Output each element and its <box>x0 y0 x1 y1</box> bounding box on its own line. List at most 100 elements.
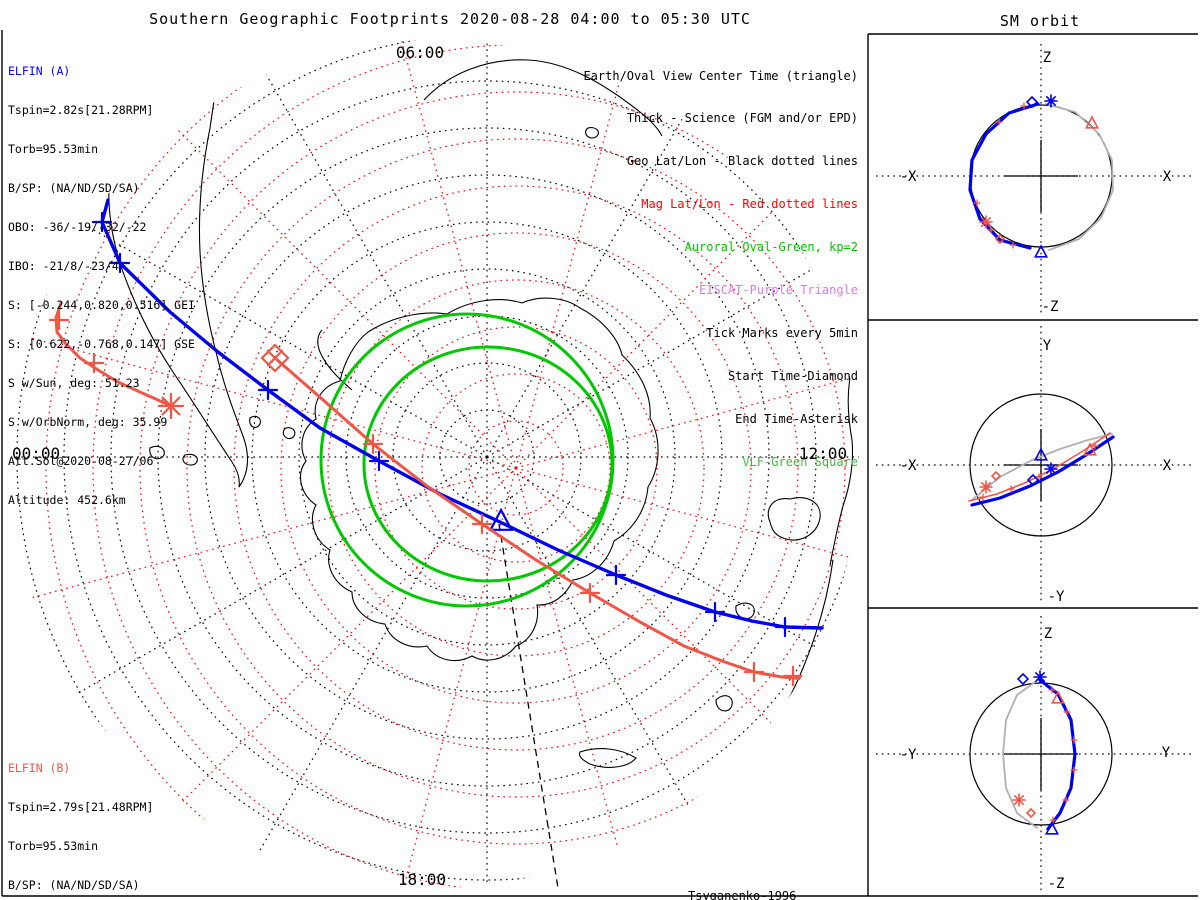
frame-lines <box>1 30 1198 897</box>
grid-circle <box>345 315 629 599</box>
footer-block: Tsyganenko-1996 Created: Tue Jan 24 12:4… <box>688 858 926 900</box>
elfin-b-label: ELFIN (B) <box>8 761 71 775</box>
center-cross <box>1004 718 1078 790</box>
time-tick <box>362 433 384 455</box>
earth-circle <box>969 393 1113 537</box>
axis-label-y: Y <box>1043 338 1052 354</box>
grid-circle <box>186 138 846 798</box>
orbit-back-arc <box>972 433 1113 500</box>
grid-meridian <box>515 330 859 469</box>
elfin-a-s-gei: S: [-0.244,0.820,0.516] GEI <box>8 298 195 312</box>
axis-label-neg-x: -X <box>900 458 917 474</box>
auroral-oval-inner <box>362 345 614 583</box>
auroral-oval <box>319 312 615 608</box>
grid-meridian <box>515 467 859 606</box>
time-tick <box>83 352 105 374</box>
grid-meridian <box>140 92 517 469</box>
orbit-back-arc <box>1045 103 1114 251</box>
elfin-a-label: ELFIN (A) <box>8 64 71 78</box>
mlt-label-1800: 18:00 <box>398 870 446 889</box>
time-tick <box>91 211 113 233</box>
orbit-tick <box>987 226 995 234</box>
diamond-marker <box>990 470 1002 482</box>
elfin-b-bsp: B/SP: (NA/ND/SD/SA) <box>8 878 140 892</box>
triangle-marker <box>1082 442 1098 456</box>
elfin-a-attsol: Att.Sol@2020-08-27/06 <box>8 454 154 468</box>
mlt-label-0000: 00:00 <box>12 444 60 463</box>
orbit-tick <box>995 118 1003 126</box>
grid-circle <box>468 420 564 516</box>
grid-meridian <box>140 467 517 844</box>
orbit-front-arc <box>1038 678 1077 831</box>
orbit-trajectory-xy <box>968 432 1115 507</box>
asterisk-marker <box>1044 462 1058 476</box>
orbit-back-arc <box>1002 681 1038 829</box>
time-tick <box>605 564 627 586</box>
axis-label-neg-x: -X <box>900 169 917 185</box>
grid-circle <box>92 44 859 888</box>
orbit-tick <box>973 199 981 207</box>
orbit-tick <box>1020 102 1028 110</box>
antarctic-peninsula <box>317 329 353 391</box>
time-tick <box>257 379 279 401</box>
elfin-b-tspin: Tspin=2.79s[21.48RPM] <box>8 800 154 814</box>
grid-meridian <box>378 467 517 888</box>
sm-panel-yz: Z -Z -Y Y <box>876 616 1194 892</box>
triangle-marker <box>488 507 514 531</box>
axis-label-neg-y: -Y <box>900 747 917 763</box>
time-tick <box>782 665 804 687</box>
axis-label-neg-z: -Z <box>1048 876 1065 892</box>
orbit-tick <box>1070 766 1078 774</box>
elfin-a-info-block: ELFIN (A) Tspin=2.82s[21.28RPM] Torb=95.… <box>8 39 195 533</box>
madagascar <box>767 497 821 541</box>
time-tick <box>471 513 493 535</box>
model-label: Tsyganenko-1996 <box>688 889 797 900</box>
grid-meridian <box>27 191 488 458</box>
grid-meridian <box>515 467 859 844</box>
orbit-tick <box>1048 686 1056 694</box>
triangle-marker <box>1084 115 1100 129</box>
elfin-a-bsp: B/SP: (NA/ND/SD/SA) <box>8 181 140 195</box>
elfin-b-torb: Torb=95.53min <box>8 839 99 853</box>
grid-circle <box>421 373 611 563</box>
antarctica-coastline <box>300 297 659 662</box>
diamond-marker <box>1016 672 1030 686</box>
sm-panel-xz: Z -Z -X X <box>876 44 1194 315</box>
elfin-b-info-block: ELFIN (B) Tspin=2.79s[21.48RPM] Torb=95.… <box>8 736 202 900</box>
grid-circle <box>298 268 676 646</box>
grid-meridian <box>11 330 517 469</box>
orbit-tick <box>1070 736 1078 744</box>
grid-circle <box>233 185 799 751</box>
axis-label-y: Y <box>1162 745 1171 761</box>
axis-label-neg-z: -Z <box>1042 299 1059 315</box>
legend-end-time: End Time-Asterisk <box>735 411 858 426</box>
south-atlantic-islands <box>149 445 198 466</box>
axis-label-x: X <box>1163 458 1172 474</box>
orbit-tick <box>1007 485 1015 493</box>
legend-thick-science: Thick - Science (FGM and/or EPD) <box>626 111 858 126</box>
legend-geo-grid: Geo Lat/Lon - Black dotted lines <box>626 154 858 169</box>
orbit-tick <box>979 493 987 501</box>
mlt-label-0600: 06:00 <box>396 43 444 62</box>
elfin-a-sun-angle: S w/Sun, deg: 51.23 <box>8 376 140 390</box>
triangle-marker <box>1044 821 1060 835</box>
orbit-tick <box>1091 442 1099 450</box>
time-tick <box>579 582 601 604</box>
sm-panel-xy: Y -Y -X X <box>876 326 1194 605</box>
top-islet <box>585 127 599 139</box>
south-america-east-coast <box>198 41 248 488</box>
axis-label-neg-y: -Y <box>1048 589 1065 605</box>
mlt-label-1200: 12:00 <box>799 444 847 463</box>
grid-meridian <box>27 456 488 723</box>
elfin-a-ibo: IBO: -21/8/-23/4 <box>8 259 119 273</box>
asterisk-marker <box>1033 670 1047 684</box>
center-cross <box>1004 429 1078 501</box>
triangle-marker <box>1050 690 1066 704</box>
triangle-marker <box>1033 244 1049 258</box>
grid-meridian <box>221 456 488 888</box>
orbit-front-arc <box>968 102 1040 250</box>
asterisk-marker <box>157 392 185 420</box>
elfin-a-obo: OBO: -36/-19/-32/-22 <box>8 220 147 234</box>
